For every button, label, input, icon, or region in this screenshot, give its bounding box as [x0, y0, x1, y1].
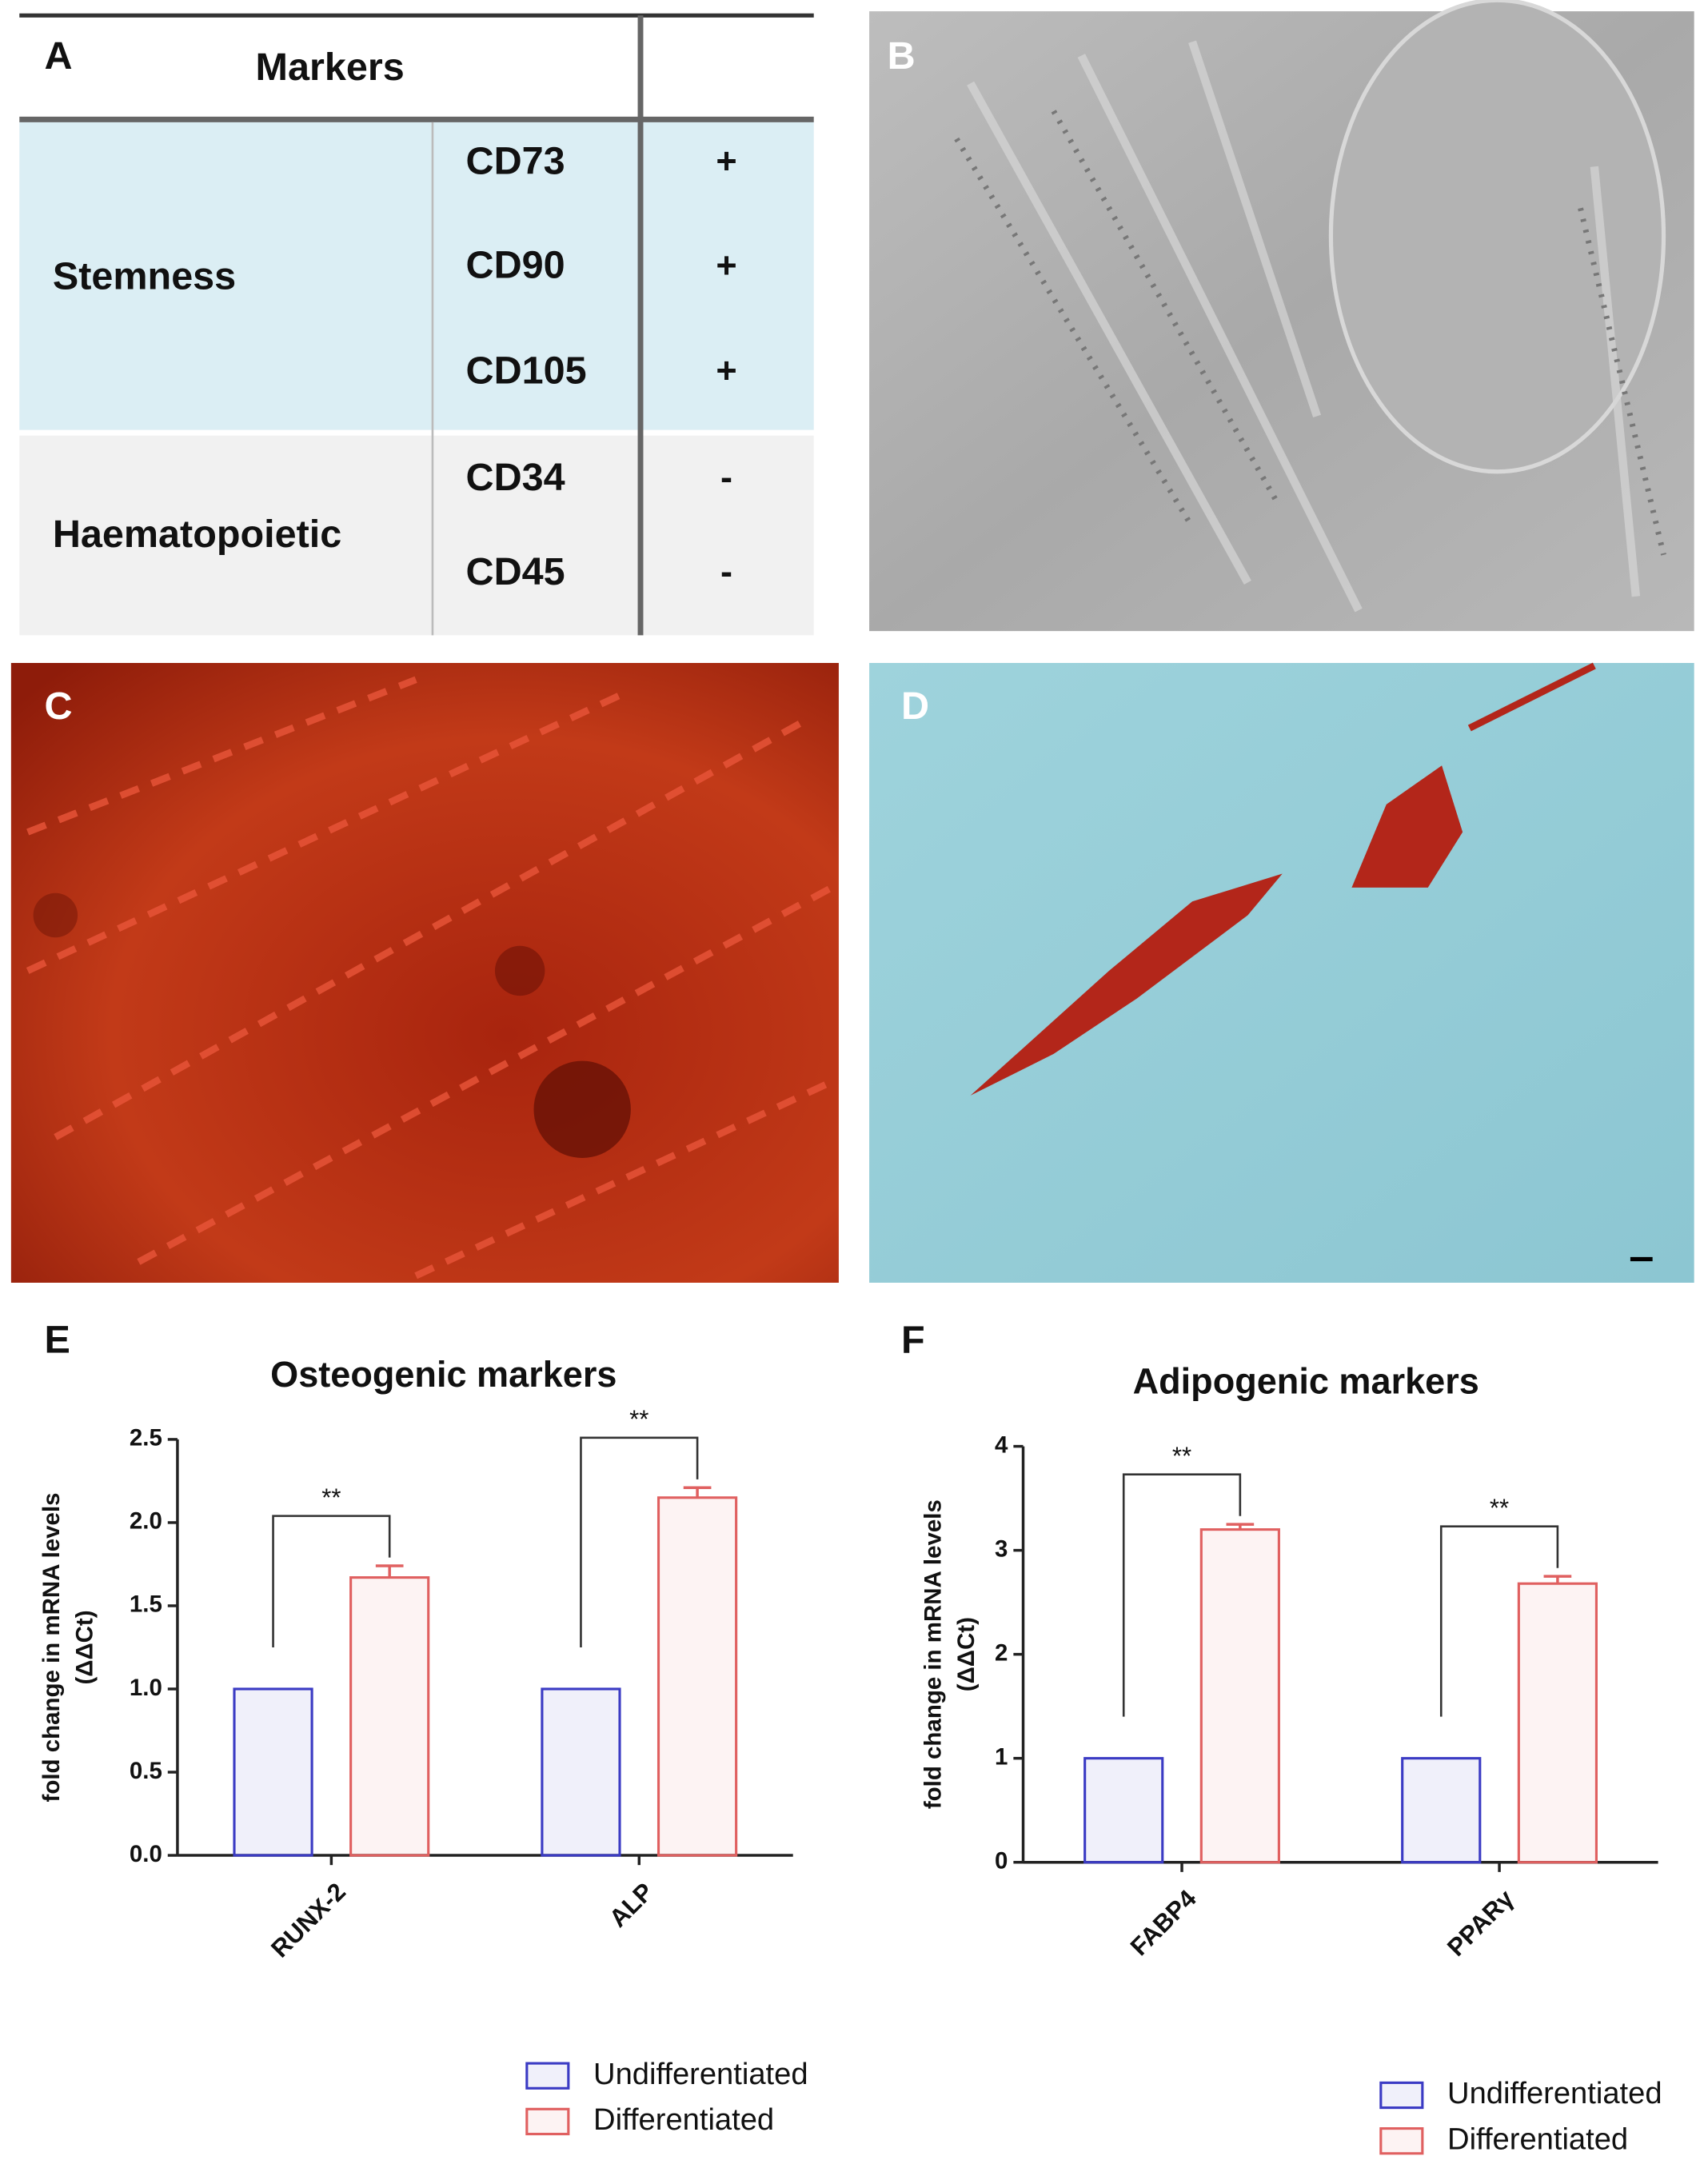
bar [233, 1687, 313, 1857]
x-tick-label: ALP [604, 1878, 659, 1933]
marker-expression: - [720, 457, 732, 497]
marker-name: CD90 [466, 244, 565, 287]
marker-expression: + [716, 245, 736, 285]
granules [954, 110, 1666, 556]
significance-label: ** [1172, 1442, 1191, 1470]
nodule [494, 945, 545, 996]
panel-label: A [44, 34, 72, 78]
bar [1401, 1757, 1482, 1864]
legend-swatch [525, 2062, 570, 2090]
y-tick-label: 0.5 [130, 1758, 162, 1784]
y-tick-label: 1.0 [130, 1675, 162, 1701]
y-tick-label: 2 [995, 1639, 1008, 1666]
nodule [533, 1060, 631, 1158]
bar [1517, 1582, 1598, 1864]
y-axis-label: fold change in mRNA levels (ΔΔCt) [920, 1499, 980, 1809]
cell-edges [967, 40, 1641, 613]
y-axis-label-line: fold change in mRNA levels [38, 1492, 65, 1802]
image [10, 663, 839, 1283]
significance-bracket [1439, 1525, 1559, 1717]
bar [1083, 1757, 1164, 1864]
marker-name: CD73 [466, 140, 565, 183]
legend-label: Differentiated [593, 2102, 774, 2137]
significance-bracket [272, 1515, 391, 1647]
table-header: Markers [256, 46, 405, 89]
micrograph-d: D [869, 662, 1694, 1283]
y-tick-label: 2.5 [130, 1425, 162, 1451]
y-axis-label-line: (ΔΔCt) [71, 1610, 98, 1684]
lipid-droplets [970, 873, 1283, 1096]
panel-label: D [901, 685, 929, 728]
group-name: Stemness [53, 255, 236, 298]
panel-label: F [901, 1318, 925, 1361]
marker-name: CD105 [466, 349, 587, 392]
significance-label: ** [629, 1405, 648, 1433]
legend-swatch [525, 2107, 570, 2136]
legend-swatch [1379, 2081, 1424, 2110]
y-tick-label: 0.0 [130, 1841, 162, 1867]
y-tick-label: 1.5 [130, 1591, 162, 1618]
marker-name: CD34 [466, 456, 565, 499]
legend-label: Undifferentiated [593, 2057, 808, 2091]
legend-label: Differentiated [1447, 2122, 1628, 2156]
y-tick-label: 2.0 [130, 1508, 162, 1535]
lipid-droplets [1351, 765, 1463, 888]
error-bar [683, 1486, 712, 1498]
y-tick-label: 4 [995, 1431, 1008, 1458]
texture [26, 676, 834, 1280]
chart: F Adipogenic markers fold change in mRNA l… [901, 1318, 1662, 2156]
panel-label: B [888, 34, 916, 78]
x-tick-label: FABP4 [1125, 1884, 1202, 1961]
y-axis-label: fold change in mRNA levels (ΔΔCt) [38, 1492, 98, 1802]
chart-title: Adipogenic markers [1133, 1360, 1479, 1401]
significance-label: ** [321, 1483, 341, 1511]
marker-expression: + [716, 141, 736, 182]
significance-bracket [580, 1436, 699, 1647]
lipid-droplets [1467, 662, 1596, 732]
legend-label: Undifferentiated [1447, 2076, 1662, 2110]
error-bar [1543, 1575, 1572, 1584]
group-name: Haematopoietic [53, 513, 341, 556]
chart: E Osteogenic markers fold change in mRNA l… [38, 1318, 808, 2137]
marker-expression: + [716, 350, 736, 391]
y-tick-label: 1 [995, 1743, 1008, 1770]
x-tick-label: PPARγ [1442, 1884, 1519, 1962]
y-tick-label: 3 [995, 1535, 1008, 1562]
chart-title: Osteogenic markers [270, 1354, 617, 1395]
nodule [33, 892, 78, 938]
marker-table: A Markers Stemness CD73 + CD90 + CD105 +… [19, 13, 814, 636]
significance-bracket [1122, 1473, 1242, 1717]
marker-name: CD45 [466, 550, 565, 593]
y-axis-label-line: fold change in mRNA levels [920, 1499, 946, 1809]
y-tick-label: 0 [995, 1847, 1008, 1874]
image [869, 663, 1694, 1283]
significance-label: ** [1490, 1494, 1509, 1522]
stemness-bg [19, 122, 814, 430]
panel-label: E [44, 1318, 70, 1361]
bar [541, 1687, 621, 1857]
bar [1199, 1528, 1280, 1864]
error-bar [1226, 1523, 1255, 1530]
legend-swatch [1379, 2127, 1424, 2155]
bar [349, 1576, 430, 1857]
micrograph-c: C [10, 663, 839, 1283]
x-tick-label: RUNX-2 [265, 1878, 351, 1963]
haematopoietic-bg [19, 435, 814, 636]
micrograph-b: B [869, 0, 1694, 632]
error-bar [375, 1564, 404, 1578]
cell [1328, 0, 1666, 474]
y-axis-label-line: (ΔΔCt) [953, 1617, 980, 1691]
panel-label: C [44, 685, 72, 728]
bar [656, 1496, 738, 1857]
marker-expression: - [720, 551, 732, 592]
